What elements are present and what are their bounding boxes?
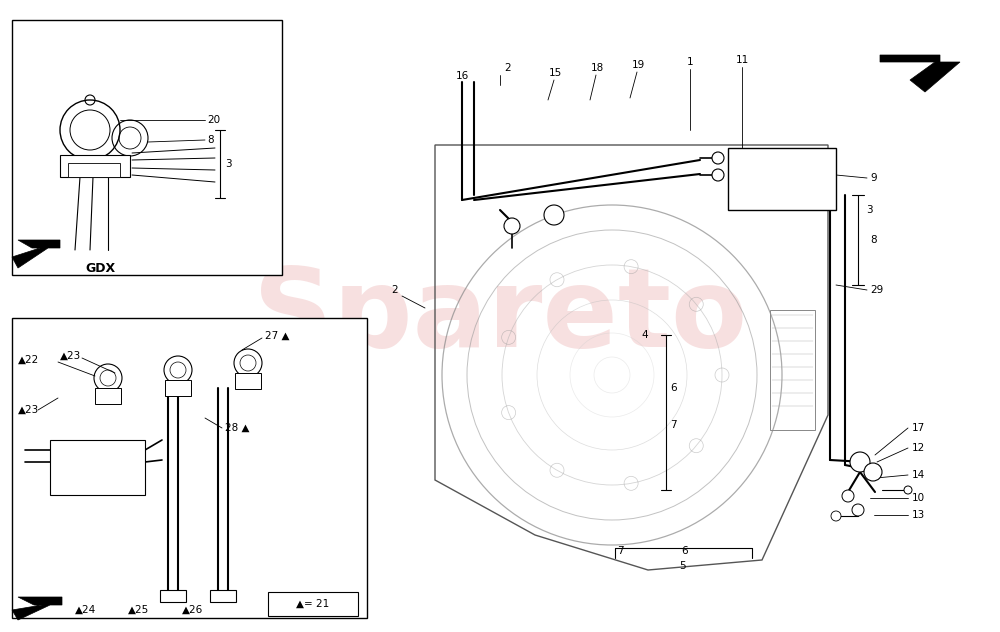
Text: ▲23: ▲23 — [60, 351, 81, 361]
Text: ▲23: ▲23 — [18, 405, 39, 415]
Text: 1: 1 — [687, 57, 693, 67]
Text: 28 ▲: 28 ▲ — [225, 423, 250, 433]
Text: 7: 7 — [617, 546, 624, 556]
Circle shape — [842, 490, 854, 502]
Text: Spareto: Spareto — [253, 262, 747, 370]
Text: 29: 29 — [870, 285, 883, 295]
Text: ▲24: ▲24 — [75, 605, 96, 615]
Text: 13: 13 — [912, 510, 925, 520]
Polygon shape — [12, 597, 62, 620]
Text: ▲= 21: ▲= 21 — [296, 599, 330, 609]
Text: 6: 6 — [682, 546, 688, 556]
Bar — [60, 155, 130, 177]
Circle shape — [864, 463, 882, 481]
Text: 2: 2 — [505, 63, 511, 73]
Bar — [210, 590, 236, 602]
Bar — [12, 318, 367, 618]
Circle shape — [850, 452, 870, 472]
Text: 18: 18 — [590, 63, 604, 73]
Circle shape — [852, 504, 864, 516]
Bar — [728, 148, 836, 210]
Polygon shape — [12, 240, 60, 268]
Text: 6: 6 — [670, 383, 677, 393]
Circle shape — [831, 511, 841, 521]
Text: 15: 15 — [548, 68, 562, 78]
Circle shape — [904, 486, 912, 494]
Text: ▲22: ▲22 — [18, 355, 39, 365]
Text: 5: 5 — [680, 561, 686, 571]
Text: 20: 20 — [207, 115, 220, 125]
Text: ▲25: ▲25 — [128, 605, 149, 615]
Circle shape — [544, 205, 564, 225]
Polygon shape — [880, 55, 960, 92]
Bar — [770, 310, 815, 430]
Text: 17: 17 — [912, 423, 925, 433]
Circle shape — [712, 169, 724, 181]
Circle shape — [712, 152, 724, 164]
Text: 12: 12 — [912, 443, 925, 453]
Text: 8: 8 — [207, 135, 214, 145]
Text: 7: 7 — [670, 420, 677, 430]
Bar — [12, 20, 282, 275]
Text: 8: 8 — [870, 235, 877, 245]
Text: 14: 14 — [912, 470, 925, 480]
Text: 9: 9 — [870, 173, 877, 183]
Text: 4: 4 — [641, 330, 648, 340]
Text: 3: 3 — [866, 205, 873, 215]
Text: 2: 2 — [392, 285, 398, 295]
Bar — [95, 388, 121, 404]
Text: 3: 3 — [225, 159, 232, 169]
Bar — [165, 380, 191, 396]
Text: 19: 19 — [631, 60, 645, 70]
Bar — [235, 373, 261, 389]
Text: GDX: GDX — [85, 262, 115, 274]
Bar — [50, 440, 145, 495]
Bar — [160, 590, 186, 602]
Bar — [68, 163, 120, 177]
Text: 27 ▲: 27 ▲ — [265, 331, 290, 341]
Text: ▲26: ▲26 — [182, 605, 203, 615]
Text: 10: 10 — [912, 493, 925, 503]
Text: 11: 11 — [735, 55, 749, 65]
Circle shape — [504, 218, 520, 234]
Bar — [268, 592, 358, 616]
Text: 16: 16 — [455, 71, 469, 81]
